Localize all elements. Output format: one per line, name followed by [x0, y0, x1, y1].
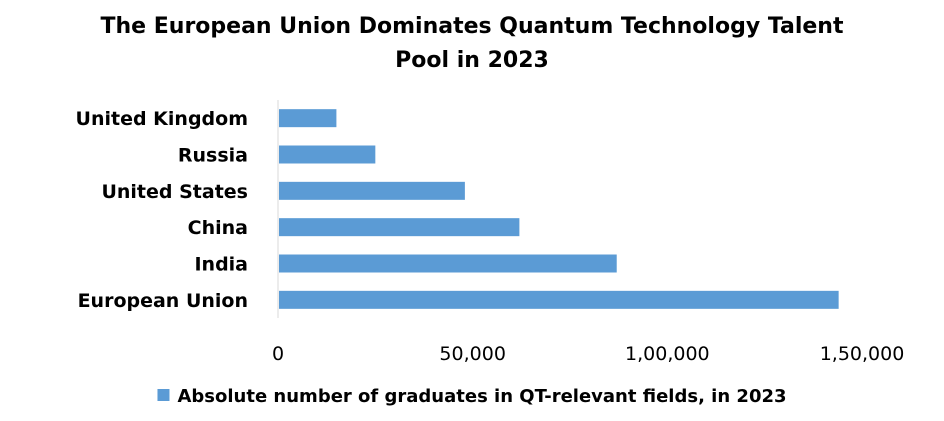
chart-title-line-2: Pool in 2023: [395, 48, 549, 73]
bar-china: [279, 218, 520, 237]
category-label: Russia: [178, 145, 248, 167]
x-tick-label: 0: [272, 343, 284, 365]
x-tick-label: 50,000: [439, 343, 505, 365]
bar-united-states: [279, 181, 465, 200]
bar-india: [279, 254, 617, 273]
chart-title-line-1: The European Union Dominates Quantum Tec…: [100, 14, 844, 39]
bar-russia: [279, 145, 376, 164]
x-tick-label: 1,00,000: [625, 343, 710, 365]
chart-title: The European Union Dominates Quantum Tec…: [0, 10, 944, 78]
legend-label: Absolute number of graduates in QT-relev…: [177, 386, 786, 407]
bar-european-union: [279, 290, 839, 309]
category-label: United Kingdom: [76, 108, 248, 130]
x-tick-label: 1,50,000: [820, 343, 905, 365]
category-label: European Union: [78, 290, 248, 312]
legend-swatch: [157, 389, 170, 401]
bar-united-kingdom: [279, 109, 337, 128]
category-label: India: [194, 254, 248, 276]
category-label: United States: [101, 181, 248, 203]
category-label: China: [188, 217, 248, 239]
